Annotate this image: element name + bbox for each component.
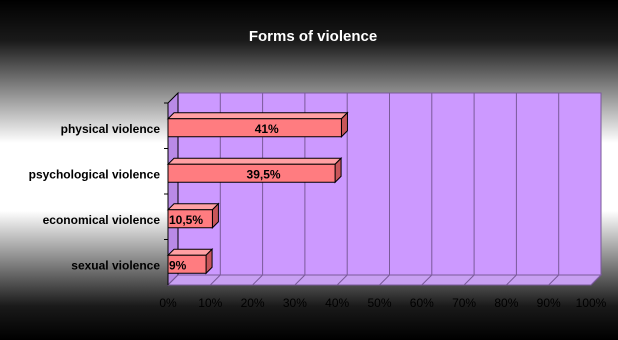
category-label: economical violence — [43, 213, 161, 227]
gridline-floor — [463, 274, 475, 286]
x-tick-label: 20% — [241, 296, 265, 310]
category-label: physical violence — [61, 122, 161, 136]
x-tick-label: 10% — [198, 296, 222, 310]
gridline-floor — [252, 274, 263, 286]
x-tick-label: 50% — [367, 296, 391, 310]
x-tick-label: 60% — [410, 296, 434, 310]
bar-top-face — [166, 112, 349, 120]
data-label: 41% — [255, 122, 279, 136]
x-tick-label: 30% — [283, 296, 307, 310]
x-tick-label: 80% — [494, 296, 518, 310]
chart-title: Forms of violence — [249, 28, 377, 45]
gridline-floor — [209, 274, 221, 286]
data-label: 9% — [169, 258, 187, 272]
category-label: psychological violence — [29, 167, 161, 181]
category-label: sexual violence — [71, 258, 160, 272]
bar-top-face — [166, 203, 220, 211]
gridline-floor — [421, 274, 433, 286]
gridline-floor — [294, 274, 306, 286]
bar — [167, 118, 342, 138]
plot-area: 0% 10% 20% 30% 40% 50% 60% 70% 80% 90% 100% physica… — [29, 91, 607, 310]
bar — [167, 254, 207, 274]
gridline-floor — [590, 274, 602, 286]
gridline-floor — [548, 274, 560, 286]
bar-top-face — [166, 248, 214, 256]
x-tick-label: 0% — [159, 296, 177, 310]
gridline-floor — [506, 274, 517, 286]
bar — [167, 209, 213, 229]
data-label: 10,5% — [169, 213, 203, 227]
gridline-floor — [336, 274, 348, 286]
data-label: 39,5% — [247, 167, 281, 181]
x-tick-label: 40% — [325, 296, 349, 310]
bar — [167, 163, 336, 183]
x-tick-label: 70% — [452, 296, 476, 310]
gridline-floor — [379, 274, 390, 286]
x-tick-label: 90% — [537, 296, 561, 310]
x-tick-label: 100% — [576, 296, 607, 310]
bar-top-face — [166, 157, 343, 165]
